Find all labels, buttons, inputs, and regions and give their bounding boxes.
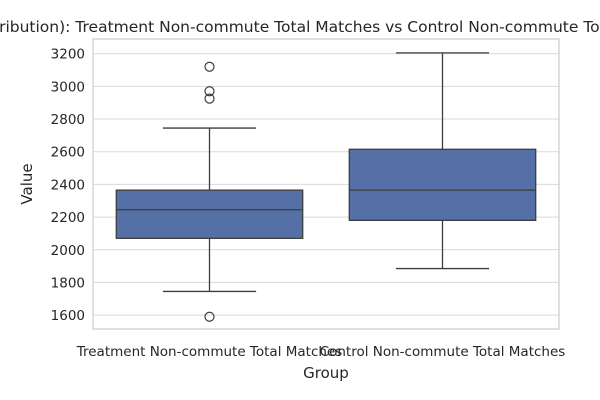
y-tick-label: 2800	[51, 112, 85, 128]
y-tick-label: 2400	[51, 177, 85, 193]
y-tick-label: 2200	[51, 210, 85, 226]
y-tick-label: 3200	[51, 47, 85, 63]
iqr-box	[115, 189, 304, 239]
y-tick-labels: 1600 1800 2000 2200 2400 2600 2800 3000 3200	[51, 47, 85, 324]
y-tick-label: 1600	[51, 308, 85, 324]
y-tick-label: 2000	[51, 243, 85, 259]
outlier-point	[204, 61, 215, 72]
y-tick-label: 3000	[51, 79, 85, 95]
outlier-point	[204, 93, 215, 104]
outlier-point	[204, 86, 215, 97]
x-tick-label: Control Non-commute Total Matches	[320, 344, 566, 360]
chart-title: (Distribution): Treatment Non-commute To…	[0, 18, 600, 36]
x-axis-label: Group	[303, 364, 349, 382]
y-axis-label: Value	[18, 163, 36, 204]
x-tick-label: Treatment Non-commute Total Matches	[76, 344, 343, 360]
iqr-box	[348, 148, 537, 222]
outlier-point	[204, 311, 215, 322]
y-tick-label: 1800	[51, 275, 85, 291]
plot-frame	[92, 38, 560, 330]
x-tick-labels: Treatment Non-commute Total MatchesContr…	[76, 344, 566, 360]
y-tick-label: 2600	[51, 145, 85, 161]
boxes	[115, 52, 537, 322]
